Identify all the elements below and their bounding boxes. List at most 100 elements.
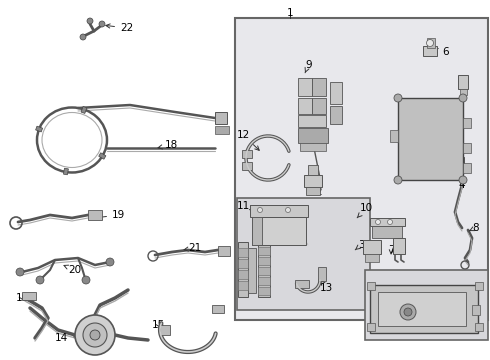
Bar <box>242 150 252 158</box>
Bar <box>423 46 437 56</box>
Bar <box>81 107 87 113</box>
Bar <box>372 226 402 238</box>
Text: 8: 8 <box>469 223 479 233</box>
Circle shape <box>400 304 416 320</box>
Bar <box>300 143 326 151</box>
Bar <box>304 175 322 187</box>
Bar <box>367 282 375 290</box>
Text: 15: 15 <box>152 320 165 330</box>
Bar <box>463 118 471 128</box>
Circle shape <box>394 176 402 184</box>
Bar <box>298 78 312 96</box>
Bar <box>365 270 488 340</box>
Bar <box>252 217 262 245</box>
Circle shape <box>394 94 402 102</box>
Circle shape <box>426 40 434 46</box>
Text: 17: 17 <box>451 317 471 327</box>
Bar <box>312 78 326 96</box>
Bar <box>312 98 326 114</box>
Bar <box>475 282 483 290</box>
Bar <box>242 162 252 170</box>
Text: 4: 4 <box>453 175 465 190</box>
Bar <box>250 205 308 217</box>
Bar <box>238 259 248 268</box>
Text: 16: 16 <box>15 293 28 303</box>
Circle shape <box>75 315 115 355</box>
Bar <box>370 285 478 333</box>
Bar <box>215 112 227 124</box>
Circle shape <box>87 18 93 24</box>
Text: 13: 13 <box>320 280 333 293</box>
Bar <box>298 98 312 114</box>
Bar <box>318 267 326 281</box>
Bar <box>63 168 69 175</box>
Bar <box>258 267 270 275</box>
Bar <box>298 128 328 143</box>
Bar <box>308 165 318 175</box>
Circle shape <box>459 176 467 184</box>
Bar <box>460 89 467 95</box>
Text: 6: 6 <box>434 47 449 57</box>
Bar <box>238 242 248 297</box>
Text: 11: 11 <box>237 201 254 211</box>
Text: 3: 3 <box>355 240 365 250</box>
Text: 9: 9 <box>305 60 312 73</box>
Text: 5: 5 <box>459 77 468 87</box>
Bar <box>235 18 488 320</box>
Bar <box>363 240 381 254</box>
Circle shape <box>36 276 44 284</box>
Text: 2: 2 <box>311 187 321 197</box>
Text: 21: 21 <box>184 243 201 253</box>
Bar <box>330 82 342 104</box>
Bar <box>36 126 43 132</box>
Text: 18: 18 <box>158 140 178 150</box>
Bar <box>258 245 270 297</box>
Bar <box>237 198 370 310</box>
Bar <box>367 323 375 331</box>
Bar <box>238 270 248 279</box>
Circle shape <box>83 323 107 347</box>
Bar <box>22 292 36 300</box>
Bar <box>295 280 309 288</box>
Bar <box>258 257 270 265</box>
Text: 22: 22 <box>106 23 133 33</box>
Bar <box>458 75 468 89</box>
Bar <box>365 254 379 262</box>
Bar <box>215 126 229 134</box>
Bar <box>463 143 471 153</box>
Text: 14: 14 <box>55 333 79 343</box>
Bar <box>306 187 320 195</box>
Bar <box>472 305 480 315</box>
Bar <box>212 305 224 313</box>
Bar <box>238 281 248 290</box>
Circle shape <box>388 220 392 225</box>
Bar <box>427 38 435 48</box>
Text: 12: 12 <box>237 130 259 150</box>
Circle shape <box>404 308 412 316</box>
Bar <box>475 323 483 331</box>
Circle shape <box>90 330 100 340</box>
Circle shape <box>80 34 86 40</box>
Bar <box>393 238 405 254</box>
Bar <box>298 115 326 127</box>
Bar <box>160 325 170 335</box>
Circle shape <box>16 268 24 276</box>
Circle shape <box>99 21 105 27</box>
Text: 20: 20 <box>64 265 81 275</box>
Bar <box>452 157 464 165</box>
Bar <box>390 130 398 142</box>
Bar <box>330 106 342 124</box>
Bar <box>252 217 306 245</box>
Bar <box>258 277 270 285</box>
Bar <box>463 163 471 173</box>
Text: 1: 1 <box>287 8 294 18</box>
Bar <box>370 218 405 226</box>
Circle shape <box>375 220 381 225</box>
Circle shape <box>106 258 114 266</box>
Circle shape <box>82 276 90 284</box>
Bar <box>98 153 106 159</box>
Text: 10: 10 <box>357 203 373 218</box>
Bar <box>258 247 270 255</box>
Bar <box>88 210 102 220</box>
Circle shape <box>258 207 263 212</box>
